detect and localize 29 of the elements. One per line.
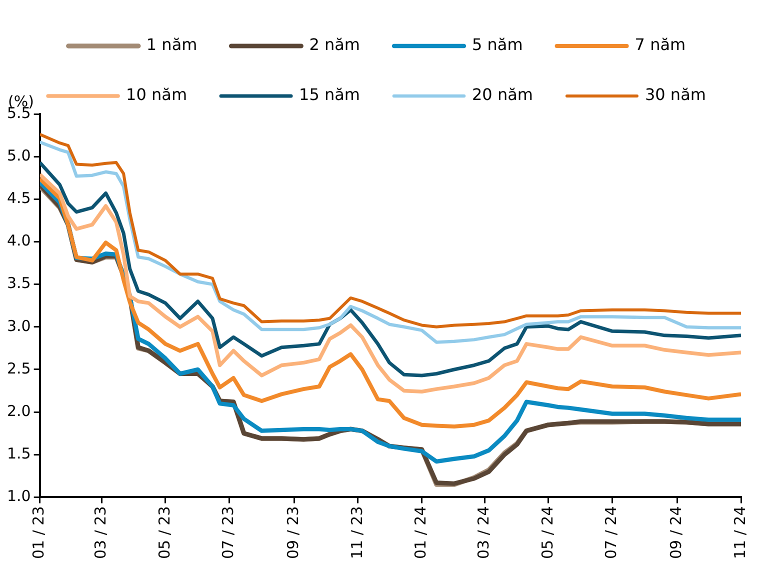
legend-label: 10 năm xyxy=(126,85,188,104)
y-tick-label: 4.5 xyxy=(6,189,31,208)
x-tick-label: 01 / 23 xyxy=(30,506,48,559)
x-tick-label: 03 / 23 xyxy=(91,506,110,559)
legend-label: 2 năm xyxy=(309,35,360,54)
x-tick-label: 11 / 23 xyxy=(348,506,366,559)
x-tick-label: 09 / 23 xyxy=(284,506,302,559)
y-tick-label: 2.5 xyxy=(6,359,31,378)
legend-label: 5 năm xyxy=(472,35,523,54)
y-tick-label: 1.5 xyxy=(6,444,31,463)
legend-label: 30 năm xyxy=(644,85,706,104)
x-tick-label: 07 / 24 xyxy=(602,506,620,559)
x-tick-label: 05 / 24 xyxy=(538,506,556,559)
x-tick-label: 01 / 24 xyxy=(412,506,430,559)
legend-label: 20 năm xyxy=(472,85,533,104)
legend-label: 1 năm xyxy=(146,35,198,54)
y-tick-label: 3.0 xyxy=(6,316,31,335)
x-tick-label: 07 / 23 xyxy=(219,506,238,559)
y-tick-label: 4.0 xyxy=(6,232,31,250)
y-tick-label: 3.5 xyxy=(6,274,31,292)
y-tick-label: 2.0 xyxy=(6,402,31,420)
x-tick-label: 05 / 23 xyxy=(155,506,174,559)
legend-label: 7 năm xyxy=(634,35,686,54)
x-tick-label: 11 / 24 xyxy=(730,506,749,559)
x-tick-label: 03 / 24 xyxy=(474,506,492,559)
y-tick-label: 1.0 xyxy=(6,487,31,506)
x-tick-label: 09 / 24 xyxy=(667,506,686,559)
legend-label: 15 năm xyxy=(299,85,360,104)
y-tick-label: 5.0 xyxy=(6,146,31,164)
